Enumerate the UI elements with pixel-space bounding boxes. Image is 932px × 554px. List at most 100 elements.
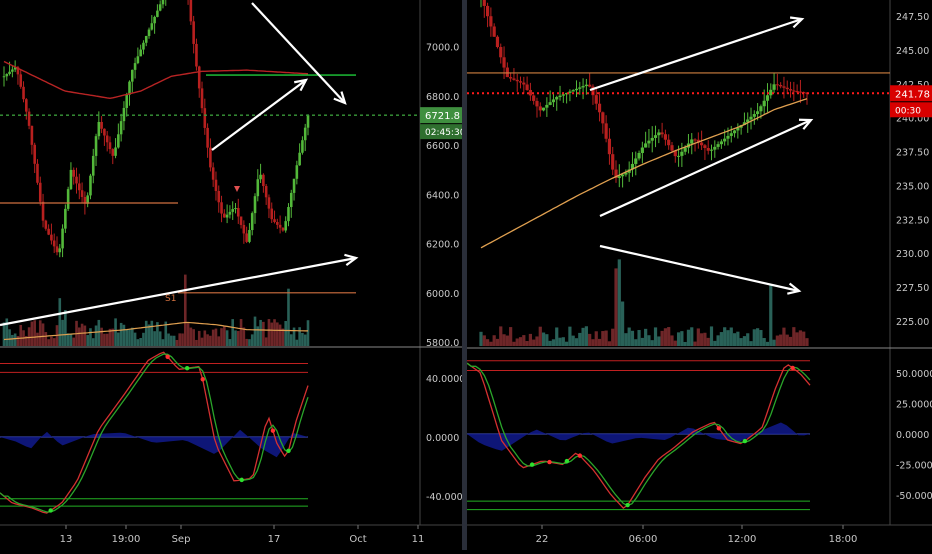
volume-bar xyxy=(667,327,671,346)
volume-bar xyxy=(111,328,115,346)
candle-up xyxy=(94,136,98,156)
volume-bar xyxy=(680,331,684,346)
volume-bar xyxy=(170,335,173,346)
volume-bar xyxy=(779,334,783,346)
last-price-value: 241.78 xyxy=(895,89,930,100)
candle-up xyxy=(156,10,159,17)
volume-bar xyxy=(505,335,509,346)
trend-arrow-2-shaft xyxy=(211,79,307,151)
volume-bar xyxy=(551,339,556,346)
volume-bar xyxy=(103,333,106,346)
price-tick-label: 232.50 xyxy=(896,215,929,226)
volume-bar xyxy=(686,329,691,346)
candle-up xyxy=(250,213,254,231)
candle-up xyxy=(231,209,234,212)
volume-bar xyxy=(716,335,720,346)
right-chart-svg[interactable]: 247.50245.00242.50240.00237.50235.00232.… xyxy=(466,0,932,550)
time-tick-label: 19:00 xyxy=(112,534,141,545)
candle-up xyxy=(617,176,621,178)
orange-moving-average xyxy=(3,321,308,341)
candle-down xyxy=(775,84,779,86)
price-tick-label: 6800.0 xyxy=(426,92,459,103)
candle-down xyxy=(779,85,783,87)
volume-bar xyxy=(122,324,126,346)
candle-up xyxy=(8,71,11,75)
volume-bar xyxy=(142,332,145,346)
candle-down xyxy=(663,134,668,140)
candle-up xyxy=(723,138,727,142)
left-chart-svg[interactable]: 7000.0 6800.0 6600.0 6400.0 6200.0 6000.0 5800… xyxy=(0,0,469,550)
volume-bar xyxy=(136,339,140,346)
candle-up xyxy=(234,208,237,210)
candle-up xyxy=(133,63,137,70)
candle-up xyxy=(647,140,651,144)
volume-bar xyxy=(61,319,64,346)
candle-up xyxy=(128,81,131,95)
candle-down xyxy=(78,183,81,191)
volume-bar xyxy=(489,341,493,346)
volume-bar xyxy=(538,326,542,346)
candle-up xyxy=(640,147,644,153)
volume-bar xyxy=(130,327,134,346)
candle-down xyxy=(200,88,204,109)
oscillator-tick-label: 50.0000 xyxy=(896,369,932,380)
right-chart-panel[interactable]: 247.50245.00242.50240.00237.50235.00232.… xyxy=(466,0,932,550)
candle-down xyxy=(214,179,218,191)
volume-bar xyxy=(200,337,204,346)
volume-bar xyxy=(746,333,750,346)
candle-down xyxy=(673,150,677,157)
volume-bar xyxy=(220,328,223,346)
price-tick-label: 237.50 xyxy=(896,148,929,159)
trend-arrow-1-shaft xyxy=(589,17,803,92)
candle-down xyxy=(220,202,223,214)
panel-divider[interactable] xyxy=(462,0,467,550)
candle-down xyxy=(660,132,664,135)
candle-up xyxy=(634,158,638,164)
candle-up xyxy=(253,196,257,214)
stochastic-cross-dot xyxy=(184,366,190,371)
volume-bar xyxy=(660,330,664,346)
oscillator-tick-label: 0.0000 xyxy=(896,430,929,441)
volume-bar xyxy=(38,320,42,346)
volume-bar xyxy=(16,336,20,346)
candle-down xyxy=(512,78,516,80)
countdown-value: 02:45:30 xyxy=(425,128,462,138)
volume-bar xyxy=(785,334,789,346)
price-tick-label: 247.50 xyxy=(896,12,929,23)
oscillator-tick-label: 0.0000 xyxy=(426,433,459,444)
volume-bar xyxy=(256,326,260,346)
stochastic-cross-dot xyxy=(200,377,205,382)
candle-up xyxy=(292,178,296,193)
volume-bar xyxy=(33,320,36,346)
volume-bar xyxy=(762,338,766,346)
candle-up xyxy=(716,144,720,147)
candle-down xyxy=(795,91,799,93)
candle-down xyxy=(38,182,42,202)
volume-bar xyxy=(150,320,154,346)
candle-up xyxy=(558,95,562,98)
volume-bar xyxy=(769,285,773,346)
left-chart-panel[interactable]: 7000.0 6800.0 6600.0 6400.0 6200.0 6000.0 5800… xyxy=(0,0,469,550)
volume-bar xyxy=(225,330,229,346)
volume-bar xyxy=(709,326,714,346)
candle-down xyxy=(482,0,486,6)
oscillator-tick-label: -50.0000 xyxy=(896,491,932,502)
volume-bar xyxy=(147,324,151,346)
volume-bar xyxy=(228,339,232,346)
candle-up xyxy=(749,116,753,120)
candle-down xyxy=(607,138,612,155)
volume-bar xyxy=(66,333,70,346)
volume-bar xyxy=(206,334,209,346)
candle-up xyxy=(142,42,145,50)
volume-bar xyxy=(700,333,704,346)
volume-bar xyxy=(97,319,101,346)
candle-up xyxy=(759,106,763,112)
stochastic-cross-dot xyxy=(286,448,291,454)
volume-bar xyxy=(798,330,803,346)
volume-bar xyxy=(502,334,506,346)
volume-bar xyxy=(13,333,17,346)
candle-up xyxy=(298,152,301,166)
volume-bar xyxy=(2,322,6,346)
volume-bar xyxy=(713,340,717,346)
candle-up xyxy=(117,134,120,148)
